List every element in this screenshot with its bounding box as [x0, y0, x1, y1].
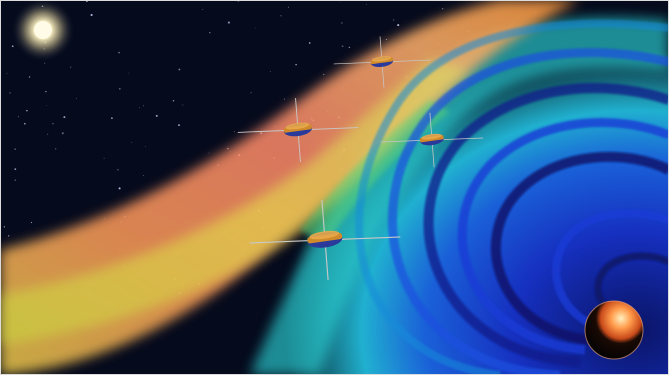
star: [172, 99, 175, 102]
spacecraft: [333, 36, 431, 88]
star: [61, 132, 64, 135]
star: [178, 68, 181, 71]
star: [118, 51, 120, 54]
spacecraft-group: [237, 36, 484, 281]
star: [8, 235, 10, 237]
star: [14, 179, 16, 181]
star: [14, 168, 17, 170]
star: [131, 141, 133, 143]
spacecraft-top: [421, 133, 442, 140]
spacecraft: [249, 199, 401, 281]
spacecraft: [237, 97, 359, 163]
star: [90, 13, 93, 17]
star: [117, 168, 119, 171]
star: [103, 157, 105, 159]
star: [70, 66, 72, 68]
star: [11, 45, 14, 48]
spacecraft-top: [372, 56, 392, 62]
star: [143, 105, 145, 107]
spacecraft-top: [285, 122, 310, 130]
sun-core: [34, 21, 52, 39]
star: [155, 114, 158, 117]
star: [182, 104, 184, 106]
planet-earth: [584, 300, 644, 360]
star: [26, 110, 28, 112]
star: [30, 221, 33, 224]
star: [177, 124, 181, 127]
star: [118, 87, 121, 90]
star: [118, 187, 121, 190]
sheath-yellow-band: [0, 60, 470, 345]
star: [14, 148, 16, 150]
star: [23, 122, 26, 125]
star: [46, 105, 47, 107]
star: [44, 62, 46, 64]
star: [47, 133, 49, 135]
star: [63, 116, 66, 119]
star: [3, 226, 6, 228]
spacecraft: [380, 112, 484, 168]
star: [52, 123, 54, 125]
spacecraft-top: [309, 230, 340, 240]
star: [128, 72, 130, 74]
star: [111, 117, 113, 119]
star: [6, 73, 8, 74]
star: [45, 90, 47, 93]
star: [76, 98, 77, 100]
star: [145, 146, 146, 147]
star: [138, 107, 140, 109]
star: [143, 175, 145, 177]
star: [28, 76, 31, 78]
star: [17, 116, 19, 118]
star: [9, 92, 11, 94]
star: [55, 148, 57, 150]
